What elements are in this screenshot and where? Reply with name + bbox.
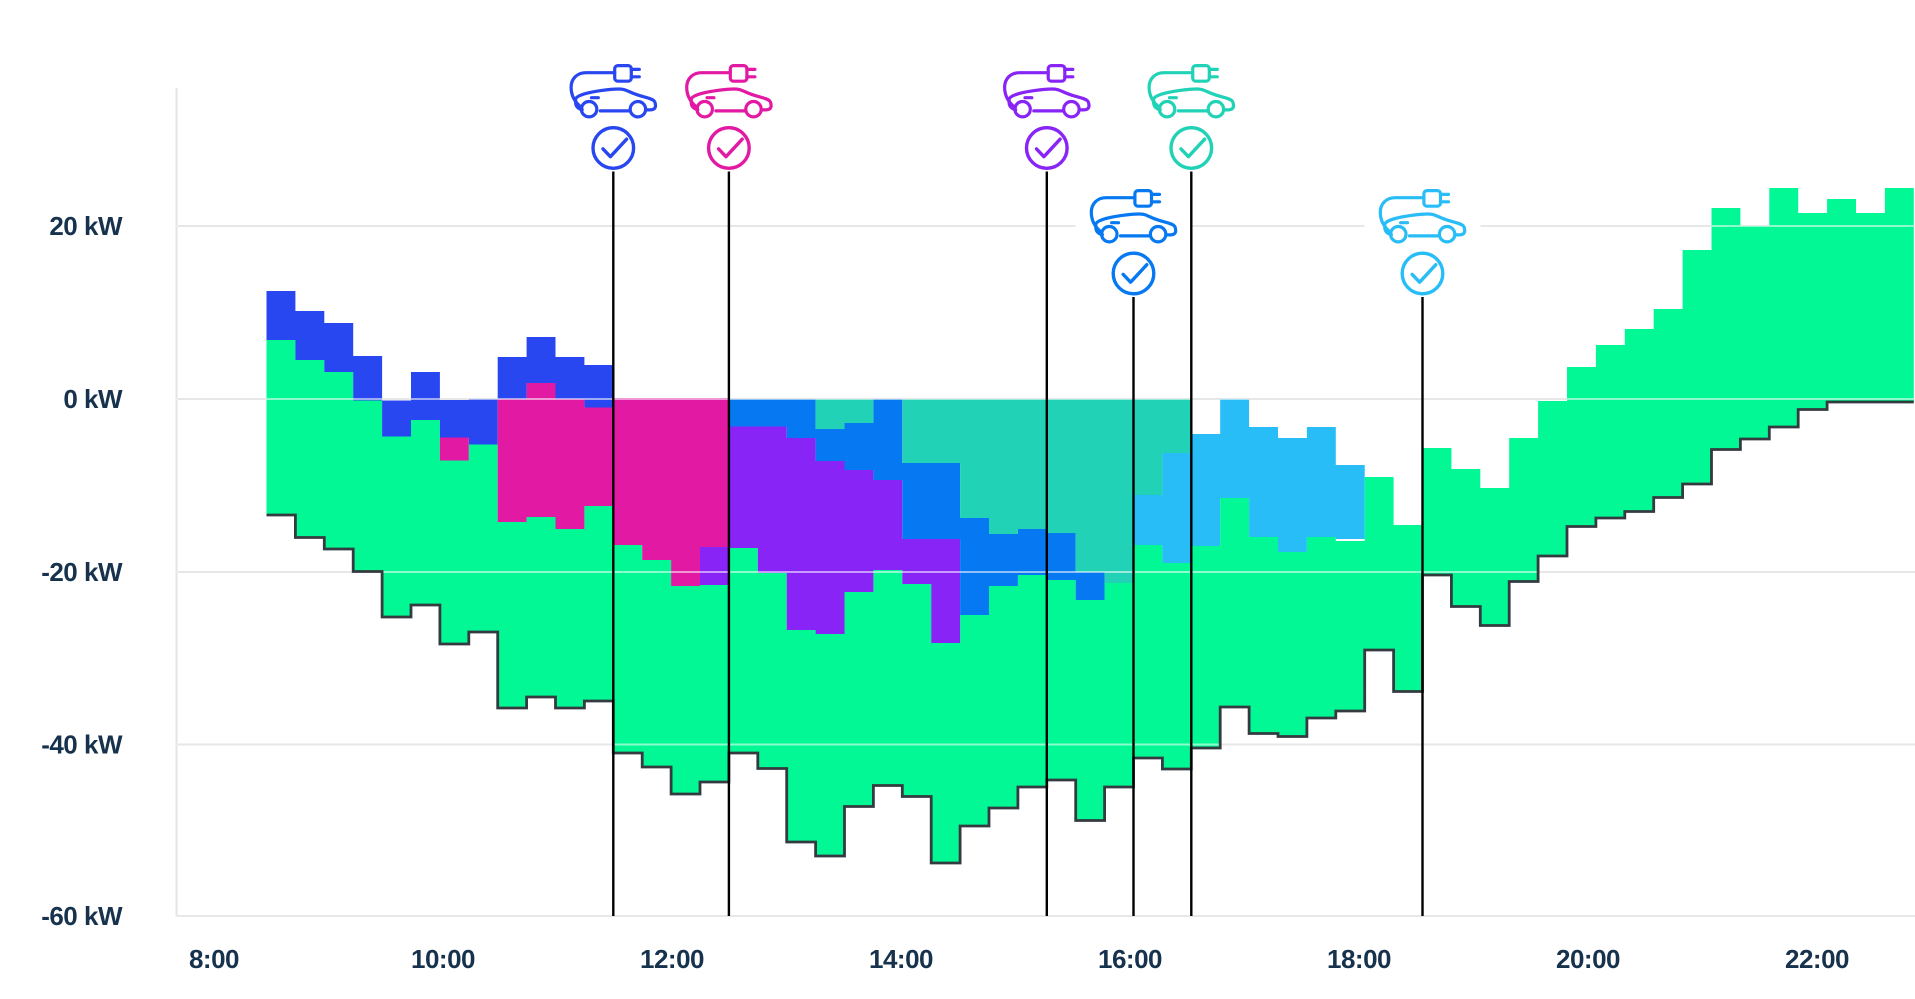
svg-text:12:00: 12:00	[640, 944, 704, 974]
svg-text:16:00: 16:00	[1098, 944, 1162, 974]
svg-text:14:00: 14:00	[869, 944, 933, 974]
svg-text:0 kW: 0 kW	[63, 384, 123, 414]
svg-text:-40 kW: -40 kW	[41, 730, 123, 760]
svg-text:-60 kW: -60 kW	[41, 901, 123, 931]
svg-text:-20 kW: -20 kW	[41, 557, 123, 587]
svg-text:20:00: 20:00	[1556, 944, 1620, 974]
svg-text:22:00: 22:00	[1785, 944, 1849, 974]
svg-text:8:00: 8:00	[189, 944, 239, 974]
svg-text:20 kW: 20 kW	[49, 211, 123, 241]
svg-text:18:00: 18:00	[1327, 944, 1391, 974]
svg-text:10:00: 10:00	[411, 944, 475, 974]
